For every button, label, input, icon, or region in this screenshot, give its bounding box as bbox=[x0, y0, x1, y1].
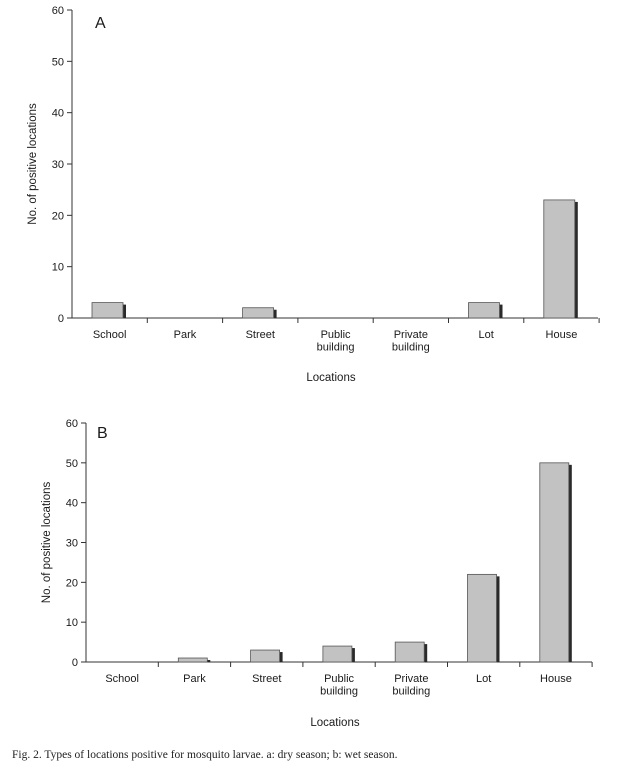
figure-caption: Fig. 2. Types of locations positive for … bbox=[12, 749, 398, 761]
bar-lot bbox=[468, 302, 500, 319]
x-tick-label: House bbox=[546, 329, 578, 341]
y-axis-title: No. of positive locations bbox=[41, 482, 53, 604]
x-tick-label: Street bbox=[252, 673, 281, 685]
x-tick-label: House bbox=[540, 673, 572, 685]
x-tick-label: Public building bbox=[317, 329, 355, 354]
bar-lot bbox=[467, 573, 497, 663]
y-tick-label: 20 bbox=[66, 577, 78, 589]
y-tick-label: 40 bbox=[66, 498, 78, 510]
chart-panel-a: 0 10 20 30 40 50 60 School Park Street Public build… bbox=[27, 5, 600, 384]
x-tick-label: Private building bbox=[392, 329, 430, 354]
y-tick-label: 30 bbox=[52, 159, 64, 171]
panel-label: A bbox=[95, 15, 106, 32]
bar-park bbox=[177, 657, 208, 663]
x-tick-label: School bbox=[93, 329, 127, 341]
y-tick-label: 20 bbox=[52, 210, 64, 222]
x-tick-label: Private building bbox=[392, 673, 430, 698]
x-tick-label: Lot bbox=[476, 673, 491, 685]
y-tick-label: 50 bbox=[66, 458, 78, 470]
bar-school bbox=[91, 302, 124, 319]
bar-street bbox=[242, 307, 275, 319]
y-tick-label: 60 bbox=[52, 5, 64, 17]
bar-house bbox=[543, 199, 576, 319]
y-tick-label: 0 bbox=[58, 313, 64, 325]
y-tick-label: 0 bbox=[72, 657, 78, 669]
y-tick-label: 10 bbox=[66, 617, 78, 629]
bar-public-building bbox=[322, 645, 353, 663]
y-tick-label: 10 bbox=[52, 262, 64, 274]
y-tick-label: 40 bbox=[52, 108, 64, 120]
bar-street bbox=[250, 649, 281, 663]
x-axis-title: Locations bbox=[310, 717, 359, 729]
x-tick-label: Public building bbox=[320, 673, 358, 698]
x-tick-label: Lot bbox=[479, 329, 494, 341]
bar-private-building bbox=[394, 641, 425, 663]
y-axis-title: No. of positive locations bbox=[27, 103, 39, 225]
y-tick-label: 30 bbox=[66, 538, 78, 550]
x-axis-title: Locations bbox=[306, 372, 355, 384]
bar-house bbox=[539, 462, 570, 663]
y-tick-label: 50 bbox=[52, 56, 64, 68]
chart-panel-b: 0 10 20 30 40 50 60 School Park Street Public build… bbox=[41, 418, 593, 729]
x-tick-label: Park bbox=[183, 673, 206, 685]
x-tick-label: Street bbox=[246, 329, 275, 341]
x-tick-label: School bbox=[105, 673, 139, 685]
y-tick-label: 60 bbox=[66, 418, 78, 430]
x-tick-label: Park bbox=[174, 329, 197, 341]
panel-label: B bbox=[97, 425, 108, 442]
